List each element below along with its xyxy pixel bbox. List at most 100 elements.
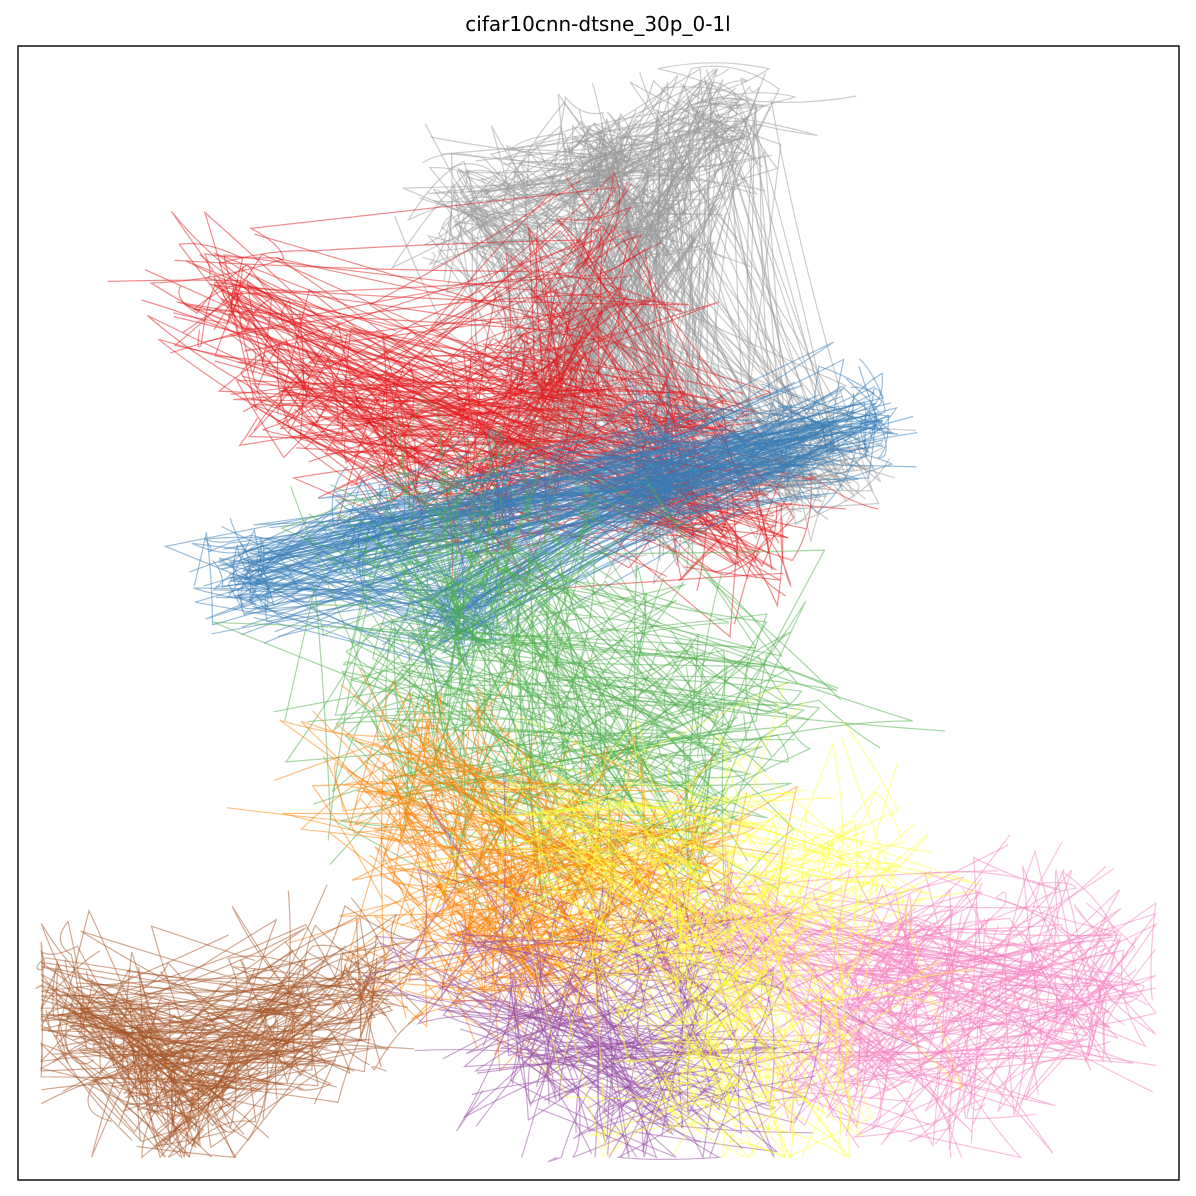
trajectory-line: [528, 755, 748, 1069]
trajectory-line: [421, 800, 876, 914]
trajectory-line: [475, 403, 884, 544]
trajectory-line: [567, 406, 775, 517]
trajectory-line: [40, 906, 322, 1076]
trajectory-line: [547, 789, 788, 1017]
trajectory-line: [375, 785, 603, 1056]
trajectory-line: [300, 720, 687, 991]
trajectory-line: [228, 423, 693, 584]
trajectory-line: [429, 100, 778, 502]
trajectory-line: [564, 798, 787, 1159]
trajectory-line: [382, 334, 420, 488]
series-2: [163, 341, 918, 689]
trajectory-line: [275, 428, 726, 649]
trajectory-line: [668, 934, 792, 1118]
trajectory-line: [41, 1014, 201, 1087]
trajectory-line: [334, 743, 446, 834]
trajectory-line: [353, 230, 743, 485]
trajectory-line: [59, 920, 102, 1050]
trajectory-line: [229, 415, 871, 601]
trajectory-line: [518, 881, 725, 1109]
trajectory-line: [496, 715, 699, 907]
trajectory-line: [40, 979, 225, 1102]
trajectory-line: [841, 907, 986, 1111]
trajectory-line: [506, 808, 808, 949]
trajectory-line: [911, 888, 1121, 1116]
trajectory-line: [44, 934, 229, 1064]
trajectory-line: [717, 833, 929, 1160]
trajectory-line: [465, 797, 683, 963]
trajectory-line: [685, 868, 897, 1159]
trajectory-line: [341, 500, 768, 954]
trajectory-line: [462, 953, 756, 1095]
trajectory-line: [84, 1001, 193, 1103]
trajectory-line: [495, 850, 532, 946]
trajectory-line: [907, 865, 1107, 1042]
trajectory-line: [193, 528, 462, 602]
trajectory-line: [551, 399, 728, 465]
trajectory-line: [496, 564, 732, 772]
trajectory-line: [405, 997, 761, 1068]
trajectory-line: [526, 890, 922, 1124]
trajectory-line: [551, 874, 924, 1106]
trajectory-line: [820, 1034, 1154, 1146]
trajectory-line: [943, 865, 1107, 1102]
trajectory-line: [535, 968, 674, 1136]
trajectory-line: [609, 880, 786, 1158]
trajectory-line: [613, 100, 733, 240]
trajectory-line: [642, 742, 696, 1129]
series-8: [417, 682, 980, 1160]
trajectory-line: [508, 781, 904, 1050]
trajectory-line: [795, 968, 1069, 1050]
trajectory-line: [40, 941, 285, 1086]
trajectory-line: [485, 700, 848, 1158]
trajectory-line: [290, 485, 681, 778]
trajectory-line: [452, 999, 575, 1108]
trajectory-line: [533, 989, 674, 1125]
trajectory-line: [345, 549, 826, 843]
trajectory-line: [548, 393, 877, 467]
trajectory-line: [450, 170, 676, 462]
trajectory-line: [499, 81, 882, 483]
trajectory-line: [498, 791, 795, 984]
trajectory-line: [73, 972, 263, 1145]
trajectory-line: [465, 488, 842, 807]
trajectory-line: [484, 797, 836, 932]
trajectory-line: [707, 823, 861, 1001]
trajectory-line: [244, 415, 707, 581]
trajectory-line: [335, 513, 512, 770]
trajectory-line: [197, 254, 689, 354]
trajectory-line: [712, 944, 935, 1102]
trajectory-line: [242, 169, 621, 424]
trajectory-line: [923, 870, 1119, 1120]
trajectory-line: [438, 899, 806, 1134]
trajectory-line: [120, 884, 328, 1128]
trajectory-line: [559, 721, 899, 1158]
trajectory-line: [173, 242, 401, 528]
trajectory-line: [362, 795, 663, 1114]
trajectory-line: [73, 982, 286, 1149]
trajectory-line: [562, 936, 866, 1151]
trajectory-line: [279, 328, 742, 568]
trajectory-line: [656, 785, 880, 985]
trajectory-line: [589, 98, 749, 155]
trajectory-line: [536, 831, 976, 950]
trajectory-line: [818, 939, 1122, 1048]
trajectory-line: [568, 189, 685, 438]
trajectory-line: [507, 972, 734, 1059]
trajectory-line: [118, 991, 316, 1108]
trajectory-line: [717, 933, 1149, 1006]
trajectory-line: [376, 400, 549, 485]
trajectory-line: [525, 811, 812, 947]
trajectory-line: [527, 866, 864, 1102]
trajectory-line: [476, 875, 684, 1080]
trajectory-line: [461, 931, 697, 1095]
trajectory-line: [607, 799, 932, 1108]
trajectory-line: [371, 451, 472, 561]
trajectory-line: [676, 406, 793, 482]
trajectory-line: [618, 988, 741, 1088]
trajectory-line: [926, 856, 1061, 1016]
trajectory-line: [419, 109, 674, 464]
trajectory-line: [228, 181, 628, 467]
trajectory-line: [438, 1009, 788, 1098]
